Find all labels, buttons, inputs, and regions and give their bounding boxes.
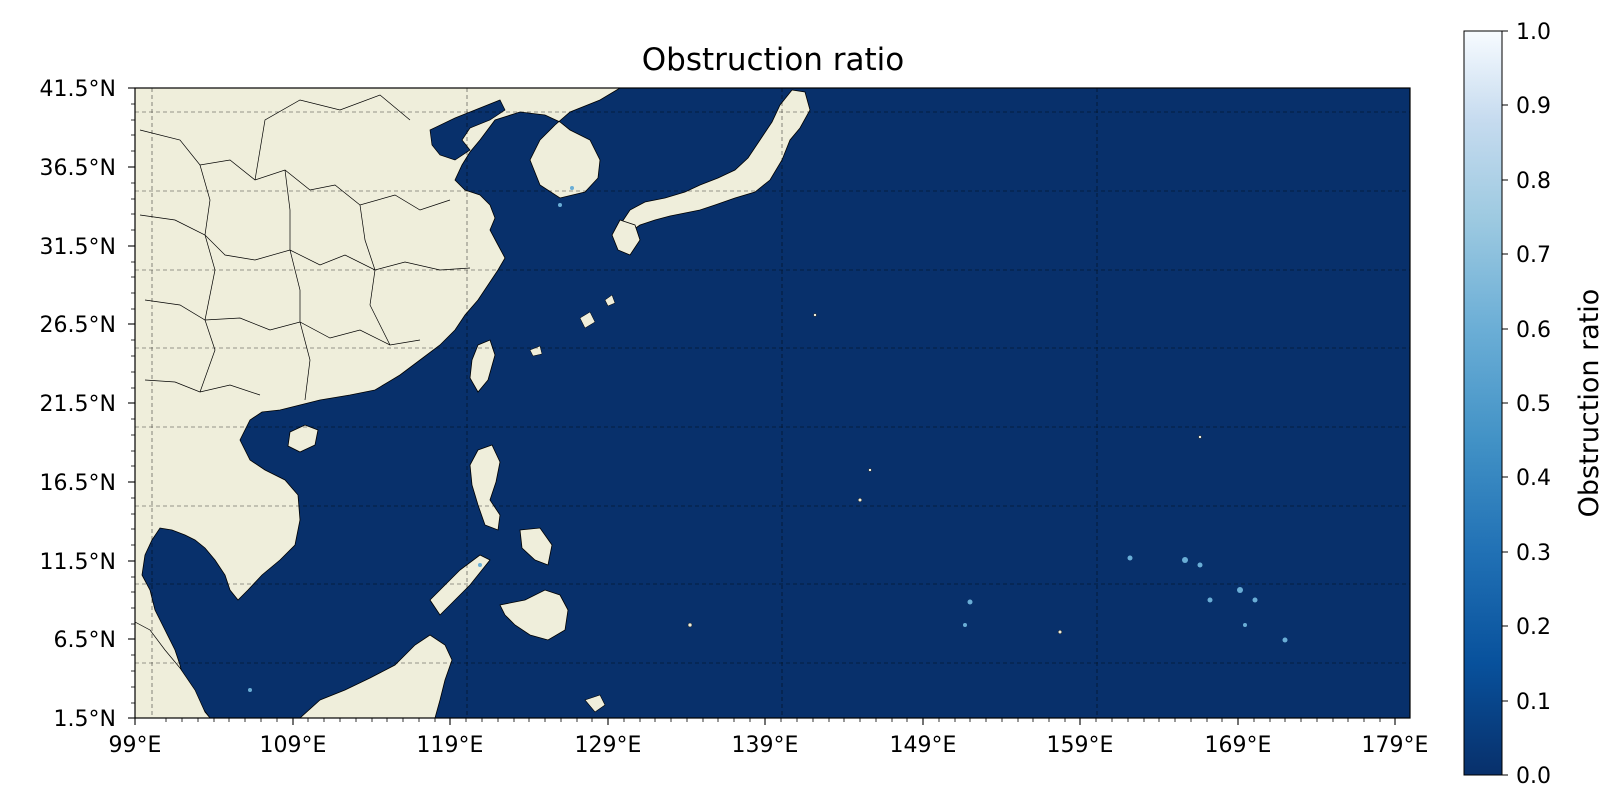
colorbar-tick-label: 0.8	[1516, 169, 1551, 194]
x-tick-label: 139°E	[732, 733, 799, 758]
colorbar-gradient	[1463, 30, 1503, 776]
minor-ticks	[131, 103, 1381, 722]
colorbar-tick-label: 0.0	[1516, 764, 1551, 789]
y-tick-label: 11.5°N	[40, 550, 116, 575]
x-tick-label: 119°E	[417, 733, 484, 758]
colorbar-tick-label: 0.4	[1516, 466, 1551, 491]
island-highlights	[248, 186, 1288, 692]
y-tick-label: 21.5°N	[40, 392, 116, 417]
land-borneo	[299, 634, 453, 718]
colorbar-tick-label: 0.2	[1516, 615, 1551, 640]
y-tick-label: 6.5°N	[54, 628, 116, 653]
land-hainan	[287, 424, 319, 453]
x-tick-label: 169°E	[1205, 733, 1272, 758]
colorbar-tick-label: 0.5	[1516, 392, 1551, 417]
map-title: Obstruction ratio	[642, 42, 905, 78]
land-philippines	[429, 444, 569, 641]
land-japan	[621, 89, 811, 233]
colorbar-tick-label: 0.7	[1516, 243, 1551, 268]
y-tick-labels: 41.5°N 36.5°N 31.5°N 26.5°N 21.5°N 16.5°…	[40, 77, 116, 732]
land-malay-sumatra	[135, 621, 211, 718]
land-ryukyu	[529, 294, 616, 357]
y-tick-label: 41.5°N	[40, 77, 116, 102]
x-tick-label: 149°E	[890, 733, 957, 758]
colorbar-label: Obstruction ratio	[1574, 289, 1605, 518]
major-ticks	[128, 87, 1396, 725]
land-kyushu	[611, 219, 641, 256]
y-tick-label: 16.5°N	[40, 471, 116, 496]
colorbar-tick-label: 0.9	[1516, 94, 1551, 119]
bohai-sea	[429, 99, 506, 161]
land-mainland-asia	[135, 88, 621, 718]
colorbar: 1.0 0.9 0.8 0.7 0.6 0.5 0.4 0.3 0.2 0.1 …	[1463, 20, 1605, 789]
x-tick-label: 129°E	[575, 733, 642, 758]
x-tick-label: 99°E	[109, 733, 162, 758]
colorbar-tick-label: 0.1	[1516, 690, 1551, 715]
colorbar-tick-label: 0.6	[1516, 318, 1551, 343]
land-taiwan	[469, 339, 496, 393]
land-sulawesi	[584, 694, 606, 713]
small-islands	[687, 313, 1202, 635]
x-tick-labels: 99°E 109°E 119°E 129°E 139°E 149°E 159°E…	[109, 733, 1429, 758]
y-tick-label: 26.5°N	[40, 313, 116, 338]
y-tick-label: 36.5°N	[40, 156, 116, 181]
colorbar-tick-label: 1.0	[1516, 20, 1551, 45]
x-tick-label: 159°E	[1047, 733, 1114, 758]
gridlines	[135, 88, 1410, 718]
map-area	[135, 88, 1410, 718]
y-tick-label: 31.5°N	[40, 235, 116, 260]
y-tick-label: 1.5°N	[54, 707, 116, 732]
x-tick-label: 109°E	[260, 733, 327, 758]
colorbar-tick-label: 0.3	[1516, 541, 1551, 566]
x-tick-label: 179°E	[1362, 733, 1429, 758]
